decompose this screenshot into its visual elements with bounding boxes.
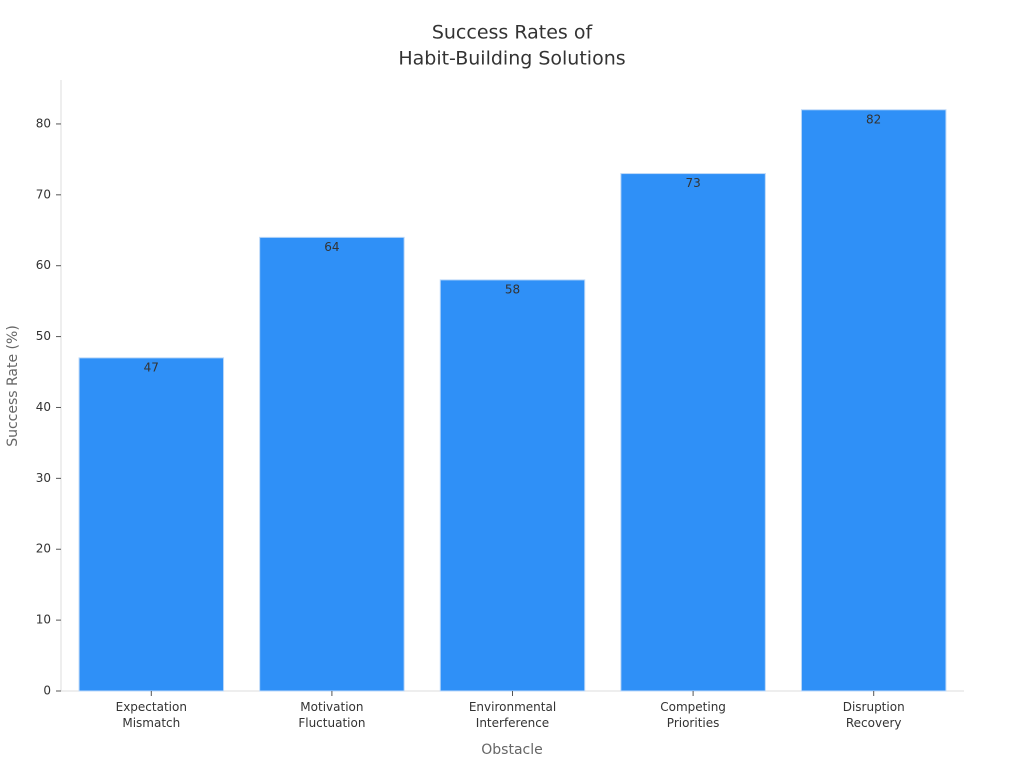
x-tick-label: Motivation Fluctuation <box>298 700 365 730</box>
y-tick-label: 70 <box>36 187 51 201</box>
chart-title: Habit-Building Solutions <box>398 48 625 70</box>
x-tick-label: Environmental Interference <box>469 700 556 730</box>
y-tick-label: 60 <box>36 258 51 272</box>
value-label: 64 <box>324 240 339 254</box>
y-tick-label: 10 <box>36 613 51 627</box>
x-tick-label: Competing Priorities <box>660 700 726 730</box>
y-tick-label: 30 <box>36 471 51 485</box>
y-tick-label: 40 <box>36 400 51 414</box>
value-label: 82 <box>866 112 881 126</box>
bar <box>259 236 405 692</box>
y-tick-label: 0 <box>43 684 51 698</box>
y-tick-label: 50 <box>36 329 51 343</box>
y-axis-label: Success Rate (%) <box>5 325 21 447</box>
x-axis-label: Obstacle <box>481 742 542 758</box>
bar <box>78 357 225 692</box>
x-tick-label: Disruption Recovery <box>843 700 905 730</box>
y-tick-label: 80 <box>36 116 51 130</box>
y-tick-label: 20 <box>36 542 51 556</box>
bar <box>620 173 766 692</box>
value-label: 58 <box>505 282 520 296</box>
x-tick-label: Expectation Mismatch <box>116 700 187 730</box>
value-label: 47 <box>144 360 159 374</box>
value-label: 73 <box>685 176 700 190</box>
bar <box>439 279 586 692</box>
chart-title: Success Rates of <box>432 22 594 44</box>
bar <box>800 109 947 692</box>
